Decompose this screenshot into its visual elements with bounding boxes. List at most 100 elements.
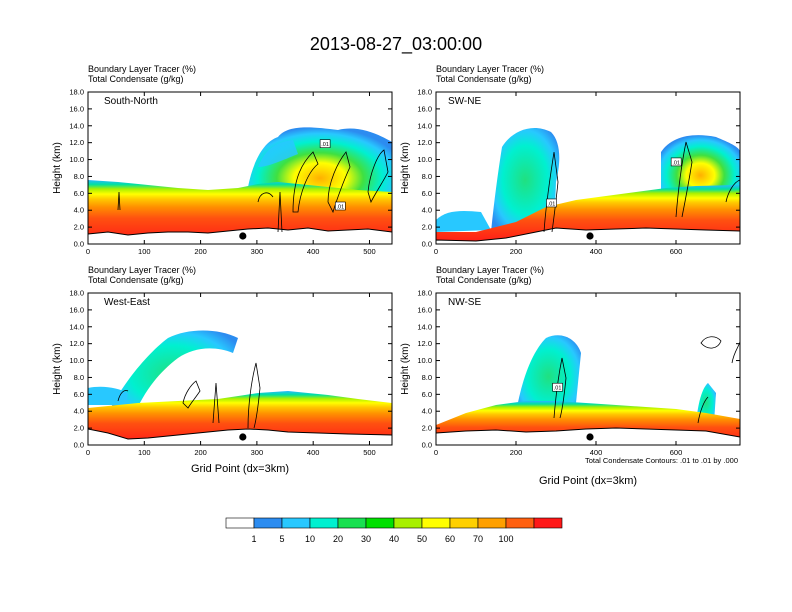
colorbar-label: 5 xyxy=(279,534,284,544)
y-axis-label: Height (km) xyxy=(52,142,63,194)
y-tick-label: 12.0 xyxy=(69,138,84,147)
y-axis-label: Height (km) xyxy=(52,343,63,395)
location-marker xyxy=(586,232,594,240)
x-tick-label: 0 xyxy=(434,448,438,457)
boundary-layer-field xyxy=(88,391,392,445)
panel-subtitle-2: Total Condensate (g/kg) xyxy=(88,275,184,285)
contour-label: .01 xyxy=(335,201,346,211)
panel-south-north: Boundary Layer Tracer (%) Total Condensa… xyxy=(69,64,393,256)
y-tick-label: 0.0 xyxy=(74,441,84,450)
colorbar-label: 1 xyxy=(251,534,256,544)
colorbar-label: 10 xyxy=(305,534,315,544)
x-tick-label: 200 xyxy=(510,448,523,457)
colorbar-swatch xyxy=(533,517,563,529)
y-tick-label: 14.0 xyxy=(69,121,84,130)
colorbar-swatch xyxy=(253,517,283,529)
y-tick-label: 10.0 xyxy=(417,356,432,365)
colorbar-swatch xyxy=(365,517,395,529)
x-tick-label: 300 xyxy=(251,247,264,256)
contour-label-text: .01 xyxy=(321,142,329,148)
panel-subtitle-2: Total Condensate (g/kg) xyxy=(88,74,184,84)
contour-label-text: .01 xyxy=(672,160,680,166)
colorbar: 1 5 10 20 30 40 50 60 70 100 xyxy=(225,517,563,544)
panel-subtitle-2: Total Condensate (g/kg) xyxy=(436,74,532,84)
y-tick-label: 6.0 xyxy=(74,189,84,198)
x-tick-label: 0 xyxy=(86,448,90,457)
panel-frame xyxy=(435,91,741,245)
panel-label: West-East xyxy=(104,297,150,308)
panel-label: SW-NE xyxy=(448,96,481,107)
colorbar-label: 20 xyxy=(333,534,343,544)
y-tick-label: 10.0 xyxy=(69,155,84,164)
x-tick-label: 300 xyxy=(251,448,264,457)
y-tick-label: 10.0 xyxy=(69,356,84,365)
boundary-layer-field xyxy=(88,180,392,244)
colorbar-swatch xyxy=(421,517,451,529)
y-axis-label: Height (km) xyxy=(400,142,411,194)
y-axis-label: Height (km) xyxy=(400,343,411,395)
colorbar-swatch xyxy=(393,517,423,529)
colorbar-label: 60 xyxy=(445,534,455,544)
panel-frame xyxy=(435,292,741,446)
colorbar-swatch xyxy=(309,517,339,529)
colorbar-swatch xyxy=(225,517,255,529)
panel-label: NW-SE xyxy=(448,297,481,308)
x-tick-label: 200 xyxy=(194,247,207,256)
y-tick-label: 10.0 xyxy=(417,155,432,164)
colorbar-swatch xyxy=(337,517,367,529)
x-tick-label: 100 xyxy=(138,448,151,457)
y-tick-label: 18.0 xyxy=(69,88,84,97)
y-tick-label: 6.0 xyxy=(422,189,432,198)
y-tick-label: 12.0 xyxy=(69,339,84,348)
contour-label: .01 xyxy=(670,157,682,166)
condensate-contours xyxy=(117,362,261,429)
y-tick-label: 16.0 xyxy=(69,305,84,314)
y-tick-label: 16.0 xyxy=(417,104,432,113)
contour-label-text: .01 xyxy=(336,205,344,211)
y-tick-label: 4.0 xyxy=(74,407,84,416)
x-axis-label: Grid Point (dx=3km) xyxy=(191,463,289,475)
panel-frame xyxy=(87,292,393,446)
y-tick-label: 0.0 xyxy=(422,441,432,450)
location-marker xyxy=(586,433,594,441)
x-tick-label: 400 xyxy=(590,448,603,457)
arc-cloud xyxy=(108,330,238,418)
figure-title: 2013-08-27_03:00:00 xyxy=(310,34,482,55)
contour-label-text: .01 xyxy=(554,386,562,392)
y-tick-label: 14.0 xyxy=(417,322,432,331)
x-tick-label: 0 xyxy=(434,247,438,256)
x-tick-label: 400 xyxy=(307,247,320,256)
y-tick-label: 4.0 xyxy=(74,206,84,215)
contour-label: .01 xyxy=(319,139,331,148)
contour-label: .01 xyxy=(552,382,563,392)
tall-convective-tower xyxy=(491,127,560,232)
colorbar-label: 50 xyxy=(417,534,427,544)
x-tick-label: 500 xyxy=(363,448,376,457)
panel-subtitle-2: Total Condensate (g/kg) xyxy=(436,275,532,285)
y-tick-label: 6.0 xyxy=(422,390,432,399)
y-tick-label: 18.0 xyxy=(417,289,432,298)
y-tick-label: 0.0 xyxy=(422,240,432,249)
x-axis-label: Grid Point (dx=3km) xyxy=(539,475,637,487)
colorbar-swatch xyxy=(477,517,507,529)
y-tick-label: 18.0 xyxy=(69,289,84,298)
contour-label: .01 xyxy=(546,198,557,207)
y-tick-label: 14.0 xyxy=(417,121,432,130)
x-tick-label: 200 xyxy=(194,448,207,457)
location-marker xyxy=(239,232,247,240)
panel-subtitle-1: Boundary Layer Tracer (%) xyxy=(88,64,196,74)
x-tick-label: 100 xyxy=(138,247,151,256)
cloud-band-right xyxy=(661,135,740,202)
condensate-contours xyxy=(117,149,389,233)
y-tick-label: 2.0 xyxy=(422,223,432,232)
colorbar-swatch xyxy=(505,517,535,529)
contour-note: Total Condensate Contours: .01 to .01 by… xyxy=(585,456,738,465)
x-tick-label: 400 xyxy=(590,247,603,256)
y-tick-label: 8.0 xyxy=(74,172,84,181)
panel-west-east: Boundary Layer Tracer (%) Total Condensa… xyxy=(69,265,393,457)
y-tick-label: 4.0 xyxy=(422,407,432,416)
colorbar-label: 100 xyxy=(498,534,513,544)
colorbar-label: 30 xyxy=(361,534,371,544)
y-tick-label: 4.0 xyxy=(422,206,432,215)
y-tick-label: 8.0 xyxy=(422,373,432,382)
